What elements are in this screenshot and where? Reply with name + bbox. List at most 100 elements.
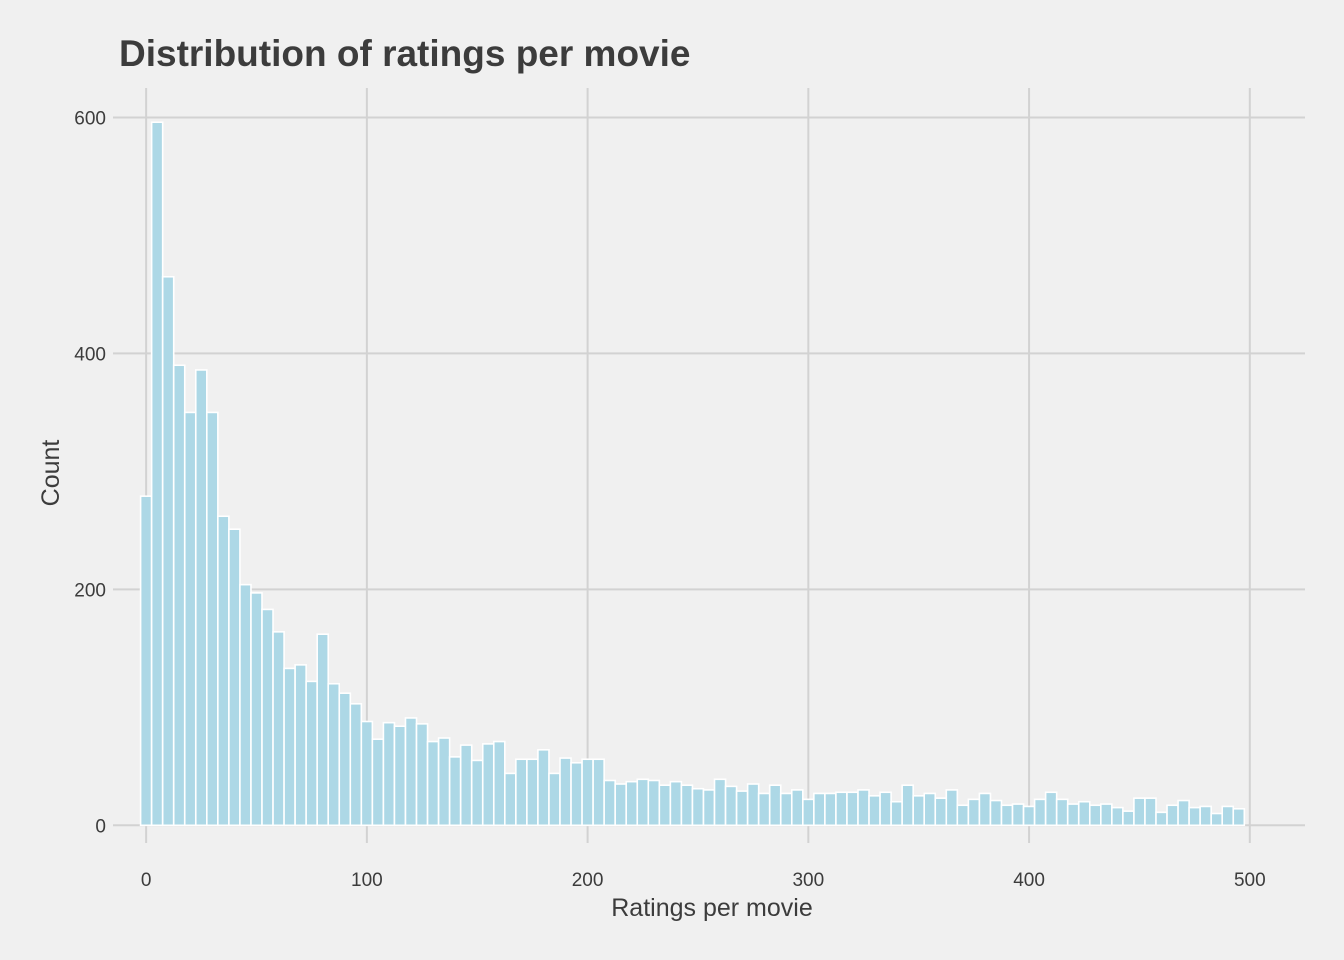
histogram-bar [393, 725, 407, 827]
histogram-bar [382, 721, 396, 827]
y-axis-ticks: 0 200 400 600 [74, 108, 106, 837]
histogram-bar [802, 798, 815, 827]
histogram-bar [1022, 805, 1036, 827]
histogram-bar [1077, 800, 1091, 827]
x-tick-label-100: 100 [351, 870, 383, 891]
histogram-bar [548, 772, 561, 827]
histogram-bar [206, 411, 219, 827]
histogram-bar [1044, 791, 1058, 827]
histogram-bar [1177, 799, 1190, 827]
histogram-bar [283, 667, 296, 827]
histogram-bar [956, 804, 970, 827]
histogram-bar [1100, 803, 1113, 827]
histogram-bar [768, 784, 782, 827]
histogram-bar [680, 784, 694, 827]
histogram-bar [912, 795, 926, 827]
histogram-bar [470, 759, 484, 827]
histogram-bar [1166, 804, 1179, 827]
histogram-bar [713, 778, 727, 827]
histogram-bar [305, 680, 318, 827]
histogram-bar [879, 791, 892, 827]
histogram-bar [724, 785, 738, 827]
histogram-bar [901, 784, 914, 827]
x-tick-label-500: 500 [1234, 870, 1266, 891]
histogram-bar [570, 761, 583, 827]
y-tick-label-0: 0 [95, 816, 106, 837]
x-tick-label-200: 200 [572, 870, 604, 891]
histogram-bar [1000, 804, 1014, 827]
histogram-bar [1055, 798, 1069, 827]
histogram-bar [459, 744, 473, 827]
histogram-bar [239, 583, 252, 827]
histogram-bar [735, 790, 749, 827]
histogram-bar [161, 275, 175, 827]
histogram-bar [669, 780, 683, 827]
histogram-bar [779, 792, 793, 827]
histogram-bar [625, 780, 639, 827]
histogram-bar [437, 737, 451, 827]
histogram-bar [415, 723, 429, 827]
histogram-bar [835, 791, 848, 827]
x-axis-ticks: 0 100 200 300 400 500 [141, 870, 1266, 891]
histogram-bar [1199, 805, 1212, 827]
y-tick-label-400: 400 [74, 344, 106, 365]
histogram-bar [857, 789, 870, 827]
histogram-bar [349, 702, 363, 827]
histogram-bar [934, 797, 948, 827]
histogram-bar [1155, 811, 1168, 827]
histogram-bar [327, 682, 341, 827]
histogram-bar [1122, 810, 1135, 827]
histogram-bar [492, 740, 506, 827]
histogram-bar [868, 795, 881, 827]
histogram-bar [757, 792, 771, 827]
histogram-bar [1133, 797, 1146, 827]
histogram-bar [1033, 798, 1047, 827]
histogram-bar [1066, 803, 1080, 827]
histogram-bar [978, 792, 992, 827]
histogram-bar [172, 364, 186, 827]
x-axis-title: Ratings per movie [611, 894, 812, 922]
histogram-bar [1188, 806, 1201, 827]
histogram-bar [371, 738, 385, 827]
histogram-bar [1210, 812, 1224, 827]
x-tick-label-400: 400 [1013, 870, 1045, 891]
histogram-bar [702, 789, 716, 827]
histogram-bar [448, 756, 462, 827]
histogram-bars [139, 121, 1246, 827]
histogram-bar [592, 758, 605, 827]
histogram-bar [183, 411, 197, 827]
histogram-bar [404, 717, 418, 827]
histogram-bar [813, 792, 826, 827]
histogram-bar [515, 758, 528, 827]
histogram-bar [1088, 804, 1102, 827]
histogram-bar [217, 515, 230, 827]
histogram-bar [790, 789, 804, 827]
histogram-bar [1011, 803, 1025, 827]
histogram-bar [614, 783, 628, 827]
y-axis-title: Count [37, 440, 65, 507]
x-tick-label-0: 0 [141, 870, 152, 891]
histogram-bar [250, 592, 263, 827]
histogram-bar [360, 720, 374, 827]
histogram-bar [150, 121, 164, 827]
histogram-bar [923, 792, 937, 827]
chart-title: Distribution of ratings per movie [119, 33, 691, 74]
histogram-bar [890, 800, 903, 827]
histogram-bar [194, 369, 208, 827]
y-tick-label-200: 200 [74, 580, 106, 601]
histogram-bar [746, 783, 760, 827]
x-tick-label-300: 300 [792, 870, 824, 891]
histogram-bar [581, 758, 594, 827]
histogram-bar [228, 528, 241, 827]
histogram-bar [139, 495, 153, 827]
histogram-bar [537, 749, 550, 827]
histogram-bar [647, 779, 661, 827]
histogram-bar [316, 633, 330, 827]
histogram-bar [526, 758, 539, 827]
histogram-bar [272, 631, 285, 827]
histogram-bar [603, 779, 616, 827]
histogram-bar [658, 784, 672, 827]
histogram-bar [261, 608, 274, 827]
histogram-bar [945, 789, 959, 827]
